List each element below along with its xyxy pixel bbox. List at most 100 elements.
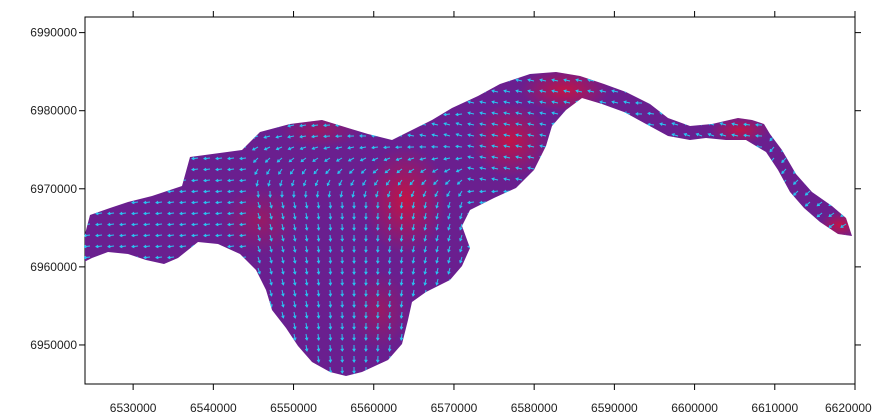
velocity-vector [599,343,607,348]
velocity-vector [364,212,368,220]
velocity-vector [793,135,799,141]
velocity-vector [435,322,439,330]
velocity-vector [399,223,404,231]
velocity-vector [708,68,714,71]
velocity-vector [131,200,139,205]
velocity-vector [257,300,261,308]
velocity-vector [635,332,643,336]
velocity-vector [781,234,787,241]
velocity-vector [443,101,451,106]
velocity-vector [503,299,511,304]
velocity-vector [239,266,247,271]
velocity-vector [515,299,523,304]
velocity-vector [683,309,691,313]
velocity-vector [328,278,333,286]
velocity-vector [467,166,475,170]
velocity-vector [563,200,571,205]
velocity-vector [695,363,703,368]
velocity-vector [695,99,703,104]
velocity-vector [743,331,751,336]
velocity-vector [191,365,199,370]
velocity-vector [575,111,583,115]
velocity-vector [479,343,487,348]
velocity-vector [491,100,499,104]
velocity-vector [179,277,187,282]
velocity-vector [215,156,223,161]
velocity-vector [707,342,715,346]
velocity-vector [769,300,775,307]
velocity-vector [179,112,187,117]
velocity-vector [107,277,115,282]
velocity-vector [215,244,223,249]
velocity-vector [695,297,703,302]
velocity-vector [315,190,320,198]
velocity-vector [375,223,380,231]
velocity-vector [743,89,751,94]
velocity-vector [239,101,247,106]
velocity-vector [143,277,151,282]
velocity-vector [479,100,487,104]
velocity-vector [287,112,295,117]
velocity-vector [340,344,345,352]
velocity-vector [659,199,667,203]
velocity-vector [587,365,595,370]
velocity-vector [539,365,547,370]
velocity-vector [781,311,787,318]
velocity-vector [227,321,235,326]
velocity-vector [527,310,535,315]
velocity-vector [755,277,763,281]
velocity-vector [611,122,619,126]
velocity-vector [263,72,267,73]
velocity-vector [828,234,835,240]
velocity-vector [143,222,151,227]
velocity-vector [387,322,392,330]
velocity-vector [419,72,423,73]
x-tick-label: 6550000 [270,401,317,415]
velocity-vector [155,134,163,139]
velocity-vector [131,178,139,183]
velocity-vector [540,68,546,71]
velocity-vector [364,267,368,275]
velocity-vector [227,266,235,271]
velocity-vector [239,123,247,128]
velocity-vector [258,378,261,384]
velocity-vector [695,330,703,335]
velocity-vector [491,133,499,137]
velocity-vector [107,189,115,194]
velocity-vector [468,68,474,71]
velocity-vector [155,299,163,304]
velocity-vector [683,243,691,247]
velocity-vector [179,255,187,260]
velocity-vector [719,78,727,82]
x-tick-label: 6610000 [751,401,798,415]
velocity-vector [794,378,798,382]
velocity-vector [179,79,187,84]
velocity-vector [575,332,583,337]
velocity-vector [743,133,751,138]
velocity-vector [191,288,199,293]
x-tick-label: 6570000 [431,401,478,415]
velocity-vector [671,133,679,137]
velocity-vector [840,289,847,294]
velocity-vector [155,222,163,227]
velocity-vector [528,68,534,71]
velocity-vector [95,365,103,370]
velocity-vector [215,277,223,282]
velocity-vector [335,157,343,162]
velocity-vector [623,166,631,170]
velocity-vector [479,155,487,159]
velocity-vector [304,223,309,231]
velocity-vector [769,333,775,340]
velocity-vector [383,122,391,127]
velocity-vector [239,310,247,315]
velocity-vector [95,332,103,337]
velocity-vector [599,321,607,326]
velocity-vector [659,276,667,280]
velocity-vector [436,378,439,384]
velocity-vector [351,190,355,198]
velocity-vector [707,221,715,225]
velocity-vector [299,146,307,151]
velocity-vector [443,90,451,95]
velocity-vector [503,122,511,126]
velocity-vector [503,155,511,159]
